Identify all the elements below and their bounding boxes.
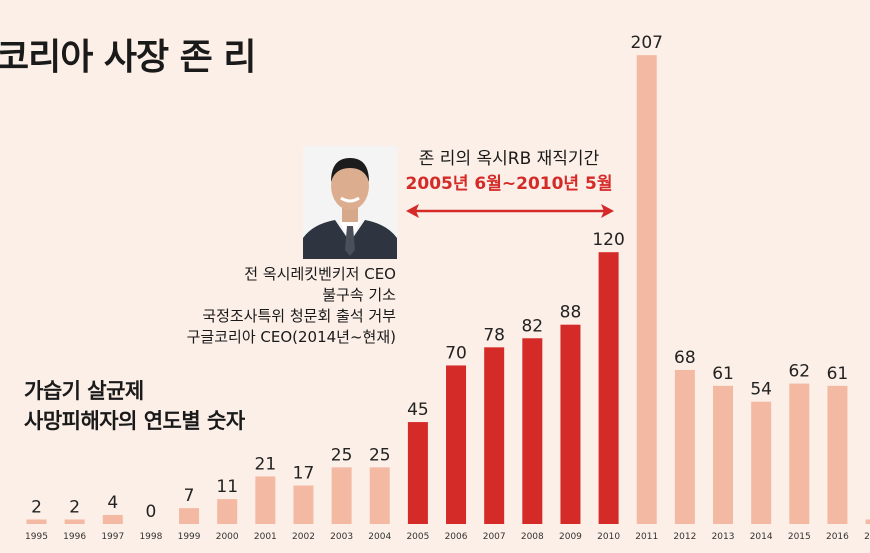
x-tick-2011: 2011 [635, 532, 658, 542]
x-tick-2010: 2010 [597, 532, 620, 542]
x-tick-1999: 1999 [178, 532, 201, 542]
subtitle-line-2: 사망피해자의 연도별 숫자 [24, 409, 245, 433]
bar-2009 [560, 324, 581, 524]
bar-2017 [865, 519, 870, 524]
x-tick-2017: 2017 [864, 532, 870, 542]
x-tick-2014: 2014 [750, 532, 773, 542]
caption-line-4: 구글코리아 CEO(2014년~현재) [186, 328, 396, 346]
x-tick-1996: 1996 [63, 532, 86, 542]
x-tick-2012: 2012 [673, 532, 696, 542]
value-label-2001: 21 [255, 454, 277, 474]
tenure-title: 존 리의 옥시RB 재직기간 [418, 149, 600, 169]
bar-2011 [636, 55, 657, 525]
x-tick-2002: 2002 [292, 532, 315, 542]
value-label-2000: 11 [216, 477, 238, 497]
bar-2007 [484, 347, 505, 524]
value-label-1997: 4 [107, 493, 118, 513]
double-arrow-icon [406, 204, 614, 218]
value-label-2006: 70 [445, 343, 467, 363]
chart-subtitle: 가습기 살균제 사망피해자의 연도별 숫자 [24, 376, 245, 436]
tenure-range: 2005년 6월~2010년 5월 [405, 174, 613, 194]
value-label-2008: 82 [521, 316, 543, 336]
x-tick-1995: 1995 [25, 532, 48, 542]
value-label-1996: 2 [69, 497, 80, 517]
x-tick-2004: 2004 [368, 532, 391, 542]
bar-1999 [179, 508, 200, 524]
x-tick-2016: 2016 [826, 532, 849, 542]
bar-2002 [293, 485, 314, 524]
value-label-2007: 78 [483, 325, 505, 345]
x-tick-2001: 2001 [254, 532, 277, 542]
subtitle-line-1: 가습기 살균제 [24, 379, 144, 403]
value-label-2015: 62 [788, 362, 810, 382]
value-label-1998: 0 [146, 502, 157, 522]
x-tick-2007: 2007 [483, 532, 506, 542]
tenure-annotation: 존 리의 옥시RB 재직기간 2005년 6월~2010년 5월 [404, 146, 614, 196]
x-tick-2000: 2000 [216, 532, 239, 542]
bar-2010 [598, 252, 619, 524]
value-label-2016: 61 [827, 364, 849, 384]
value-label-2003: 25 [331, 445, 353, 465]
value-label-2014: 54 [750, 380, 772, 400]
bar-2006 [446, 365, 467, 524]
value-label-2011: 207 [631, 33, 663, 53]
bar-2013 [713, 385, 734, 524]
x-tick-2006: 2006 [445, 532, 468, 542]
value-label-2009: 88 [560, 303, 582, 323]
page-title: 코리아 사장 존 리 [0, 37, 256, 78]
bar-2003 [331, 467, 352, 524]
x-tick-2008: 2008 [521, 532, 544, 542]
x-tick-2013: 2013 [712, 532, 735, 542]
bar-2000 [217, 499, 238, 524]
bar-1995 [26, 519, 47, 524]
x-tick-2003: 2003 [330, 532, 353, 542]
portrait-photo [303, 146, 397, 259]
x-tick-2015: 2015 [788, 532, 811, 542]
bar-2004 [369, 467, 390, 524]
bar-2014 [751, 401, 772, 524]
bar-2001 [255, 476, 276, 524]
caption-line-1: 전 옥시레킷벤키저 CEO [244, 265, 396, 283]
caption-line-3: 국정조사특위 청문회 출석 거부 [202, 307, 396, 325]
value-label-2012: 68 [674, 348, 696, 368]
value-label-2002: 17 [293, 463, 315, 483]
bar-2016 [827, 385, 848, 524]
bar-2015 [789, 383, 810, 524]
value-label-2004: 25 [369, 445, 391, 465]
value-label-1995: 2 [31, 497, 42, 517]
bar-2008 [522, 338, 543, 524]
caption-line-2: 불구속 기소 [322, 286, 396, 304]
value-label-2013: 61 [712, 364, 734, 384]
bar-1997 [102, 514, 123, 524]
x-tick-1998: 1998 [139, 532, 162, 542]
x-tick-2009: 2009 [559, 532, 582, 542]
bar-2012 [674, 369, 695, 524]
bar-2005 [407, 422, 428, 524]
x-tick-1997: 1997 [101, 532, 124, 542]
profile-caption: 전 옥시레킷벤키저 CEO 불구속 기소 국정조사특위 청문회 출석 거부 구글… [150, 264, 396, 348]
value-label-2005: 45 [407, 400, 429, 420]
bar-1996 [64, 519, 85, 524]
value-label-2010: 120 [592, 230, 624, 250]
value-label-1999: 7 [184, 486, 195, 506]
x-tick-2005: 2005 [406, 532, 429, 542]
